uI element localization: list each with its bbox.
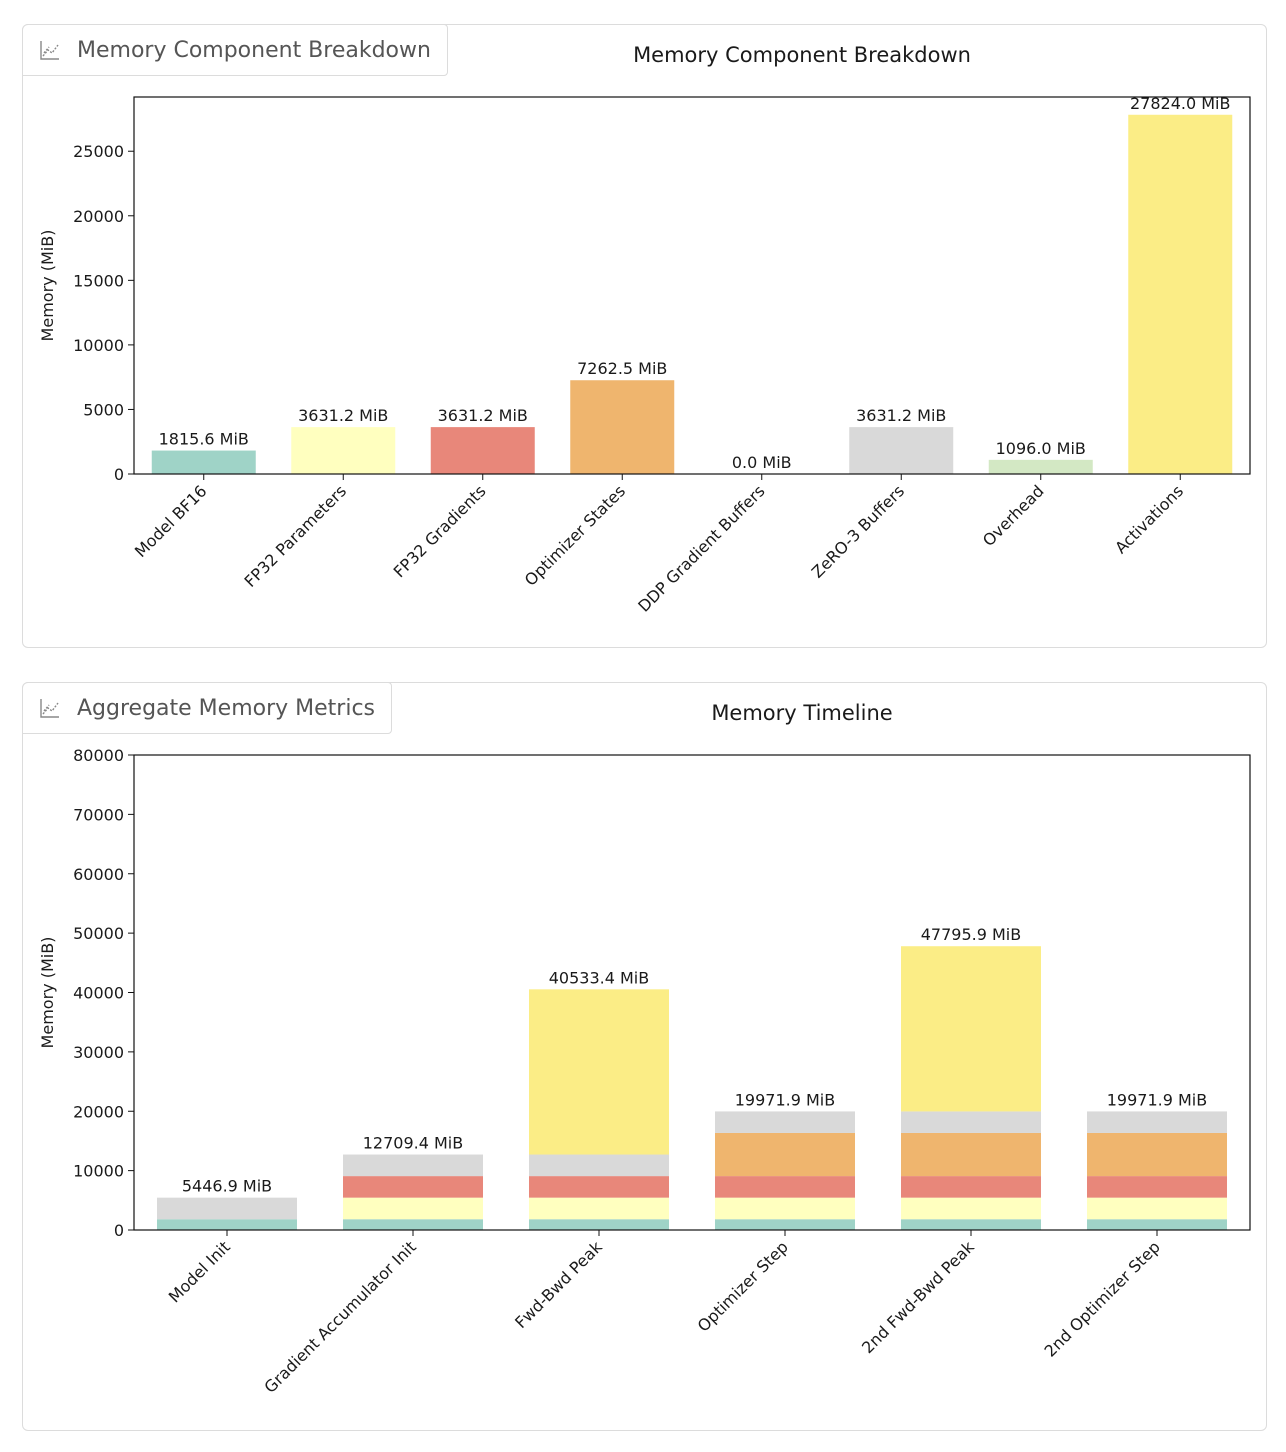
data-label: 27824.0 MiB (1130, 94, 1230, 113)
x-tick-label: Optimizer States (521, 481, 629, 589)
tab-aggregate-memory-metrics[interactable]: Aggregate Memory Metrics (22, 682, 392, 734)
bar-segment (529, 1219, 669, 1230)
bar-segment (343, 1219, 483, 1230)
bar-segment (715, 1219, 855, 1230)
y-tick-label: 60000 (73, 865, 124, 884)
x-tick-label: FP32 Gradients (390, 481, 490, 581)
bar-segment (901, 1197, 1041, 1220)
bar-segment (343, 1197, 483, 1220)
data-label: 12709.4 MiB (363, 1134, 463, 1153)
tab-label: Aggregate Memory Metrics (77, 695, 375, 721)
bar-segment (529, 1176, 669, 1198)
y-tick-label: 10000 (73, 1162, 124, 1181)
bar-segment (157, 1197, 297, 1220)
data-label: 3631.2 MiB (438, 406, 528, 425)
bar-segment (529, 1154, 669, 1177)
data-label: 5446.9 MiB (182, 1177, 272, 1196)
bar-segment (1087, 1219, 1227, 1230)
x-tick-label: Optimizer Step (694, 1237, 792, 1335)
y-tick-label: 30000 (73, 1043, 124, 1062)
bar-chart-component-breakdown: Memory Component Breakdown Memory (MiB) 18… (38, 43, 1251, 616)
y-tick-label: 15000 (73, 271, 124, 290)
bar-model-bf16 (151, 450, 256, 474)
y-tick-label: 20000 (73, 207, 124, 226)
data-label: 40533.4 MiB (549, 968, 649, 987)
data-label: 47795.9 MiB (921, 925, 1021, 944)
data-label: 3631.2 MiB (856, 406, 946, 425)
bar-optimizer-states (570, 380, 675, 474)
x-tick-label: 2nd Fwd-Bwd Peak (858, 1237, 978, 1357)
bar-segment (901, 946, 1041, 1112)
bar-segment (1087, 1197, 1227, 1220)
x-tick-label: Gradient Accumulator Init (260, 1237, 419, 1396)
bar-segment (529, 989, 669, 1155)
x-tick-label: 2nd Optimizer Step (1041, 1237, 1164, 1360)
chart-icon (39, 697, 61, 719)
chart-panel-component-breakdown: Memory Component Breakdown Memory Compon… (22, 24, 1267, 648)
bar-segment (901, 1132, 1041, 1177)
x-tick-label: ZeRO-3 Buffers (808, 481, 908, 581)
y-axis-label: Memory (MiB) (38, 230, 57, 342)
bar-fp32-parameters (291, 427, 396, 474)
x-tick-label: DDP Gradient Buffers (634, 481, 768, 615)
y-tick-label: 20000 (73, 1102, 124, 1121)
y-tick-label: 80000 (73, 746, 124, 765)
chart-title: Memory Timeline (711, 701, 892, 725)
y-tick-label: 25000 (73, 142, 124, 161)
plot-frame (133, 754, 1251, 1231)
y-tick-label: 10000 (73, 336, 124, 355)
bar-segment (715, 1132, 855, 1177)
x-tick-label: Overhead (979, 481, 1048, 550)
chart-icon (39, 39, 61, 61)
stacked-bar-chart-memory-timeline: Memory Timeline Memory (MiB) 5446.9 MiB 127… (38, 701, 1251, 1397)
bar-segment (901, 1176, 1041, 1198)
bar-segment (901, 1111, 1041, 1133)
x-tick-label: Model Init (165, 1237, 234, 1306)
bar-activations (1128, 114, 1233, 475)
bar-segment (715, 1176, 855, 1198)
data-label: 3631.2 MiB (298, 406, 388, 425)
data-label: 7262.5 MiB (577, 359, 667, 378)
bar-segment (901, 1219, 1041, 1230)
tab-memory-component-breakdown[interactable]: Memory Component Breakdown (22, 24, 448, 76)
y-tick-label: 40000 (73, 984, 124, 1003)
plot-frame (133, 96, 1251, 475)
x-tick-label: Model BF16 (131, 481, 211, 561)
y-axis-label: Memory (MiB) (38, 937, 57, 1049)
x-tick-label: Fwd-Bwd Peak (511, 1237, 606, 1332)
y-tick-label: 70000 (73, 805, 124, 824)
bar-segment (529, 1197, 669, 1220)
bar-segment (715, 1197, 855, 1220)
bar-zero-3-buffers (849, 427, 954, 474)
x-tick-label: FP32 Parameters (241, 481, 351, 591)
y-tick-label: 50000 (73, 924, 124, 943)
bar-segment (1087, 1111, 1227, 1133)
y-tick-label: 0 (114, 465, 124, 484)
bar-segment (1087, 1132, 1227, 1177)
bar-segment (157, 1219, 297, 1230)
chart-title: Memory Component Breakdown (633, 43, 971, 67)
bar-fp32-gradients (430, 427, 535, 474)
chart-panel-aggregate-metrics: Aggregate Memory Metrics Memory Timeline… (22, 682, 1267, 1431)
data-label: 1096.0 MiB (996, 439, 1086, 458)
y-tick-label: 0 (114, 1221, 124, 1240)
data-label: 19971.9 MiB (1107, 1090, 1207, 1109)
data-label: 19971.9 MiB (735, 1090, 835, 1109)
bar-segment (343, 1176, 483, 1198)
bar-segment (715, 1111, 855, 1133)
bar-overhead (988, 459, 1093, 474)
tab-label: Memory Component Breakdown (77, 37, 431, 63)
data-label: 0.0 MiB (732, 453, 792, 472)
y-tick-label: 5000 (83, 400, 124, 419)
data-label: 1815.6 MiB (159, 430, 249, 449)
x-tick-label: Activations (1111, 481, 1187, 557)
bar-segment (343, 1154, 483, 1177)
bar-segment (1087, 1176, 1227, 1198)
